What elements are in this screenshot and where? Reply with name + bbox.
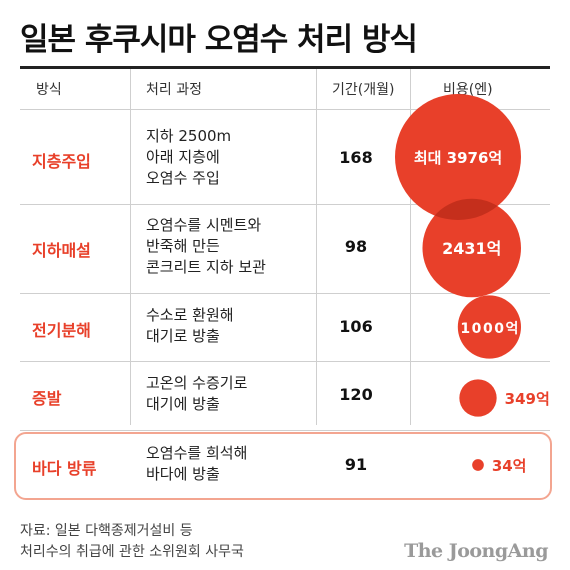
row-divider xyxy=(20,430,550,431)
publisher-logo: The JoongAng xyxy=(404,540,548,562)
process-line: 대기에 방출 xyxy=(146,395,220,413)
cost-bubble xyxy=(459,379,497,417)
cost-label: 349억 xyxy=(505,390,550,408)
process-line: 대기로 방출 xyxy=(146,327,220,345)
process-line: 콘크리트 지하 보관 xyxy=(146,258,266,276)
process-line: 오염수를 시멘트와 xyxy=(146,216,262,234)
process-text: 오염수를 희석해 바다에 방출 xyxy=(146,443,247,485)
cost-label: 34억 xyxy=(492,457,527,475)
header-cost: 비용(엔) xyxy=(443,82,493,98)
period-value: 106 xyxy=(339,317,373,336)
process-line: 오염수를 희석해 xyxy=(146,444,248,462)
process-line: 반죽해 만든 xyxy=(146,237,220,255)
method-label: 전기분해 xyxy=(32,321,91,340)
row-divider xyxy=(20,204,550,205)
cost-bubble xyxy=(472,459,484,471)
period-value: 168 xyxy=(339,148,373,167)
chart-title: 일본 후쿠시마 오염수 처리 방식 xyxy=(20,22,418,58)
row-divider xyxy=(20,361,550,362)
highlight-box-ocean-discharge xyxy=(14,432,552,500)
method-label: 바다 방류 xyxy=(32,459,97,478)
process-text: 고온의 수증기로 대기에 방출 xyxy=(146,373,247,415)
process-line: 오염수 주입 xyxy=(146,169,220,187)
row-divider xyxy=(20,293,550,294)
method-label: 증발 xyxy=(32,389,62,408)
source-line-1: 자료: 일본 다핵종제거설비 등 xyxy=(20,523,193,539)
header-top-rule xyxy=(20,66,550,69)
header-period: 기간(개월) xyxy=(332,82,395,98)
process-line: 고온의 수증기로 xyxy=(146,374,248,392)
process-text: 지하 2500m 아래 지층에 오염수 주입 xyxy=(146,126,231,189)
source-line-2: 처리수의 취급에 관한 소위원회 사무국 xyxy=(20,544,244,560)
column-divider xyxy=(316,69,317,425)
cost-label: 1000억 xyxy=(460,321,518,337)
cost-bubble xyxy=(395,94,521,220)
cost-bubble xyxy=(422,198,521,298)
period-value: 98 xyxy=(344,237,368,256)
process-text: 수소로 환원해 대기로 방출 xyxy=(146,305,234,347)
column-divider xyxy=(410,69,411,425)
header-process: 처리 과정 xyxy=(146,82,202,98)
header-method: 방식 xyxy=(36,82,62,98)
cost-bubble xyxy=(457,295,521,359)
cost-label: 최대 3976억 xyxy=(414,149,502,167)
process-line: 바다에 방출 xyxy=(146,465,220,483)
method-label: 지층주입 xyxy=(32,152,91,171)
process-line: 지하 2500m xyxy=(146,127,232,145)
period-value: 91 xyxy=(344,455,368,474)
row-divider xyxy=(20,109,550,110)
process-text: 오염수를 시멘트와 반죽해 만든 콘크리트 지하 보관 xyxy=(146,215,266,278)
process-line: 아래 지층에 xyxy=(146,148,220,166)
period-value: 120 xyxy=(339,385,373,404)
process-line: 수소로 환원해 xyxy=(146,306,234,324)
method-label: 지하매설 xyxy=(32,241,91,260)
column-divider xyxy=(130,69,131,425)
cost-label: 2431억 xyxy=(442,239,501,258)
